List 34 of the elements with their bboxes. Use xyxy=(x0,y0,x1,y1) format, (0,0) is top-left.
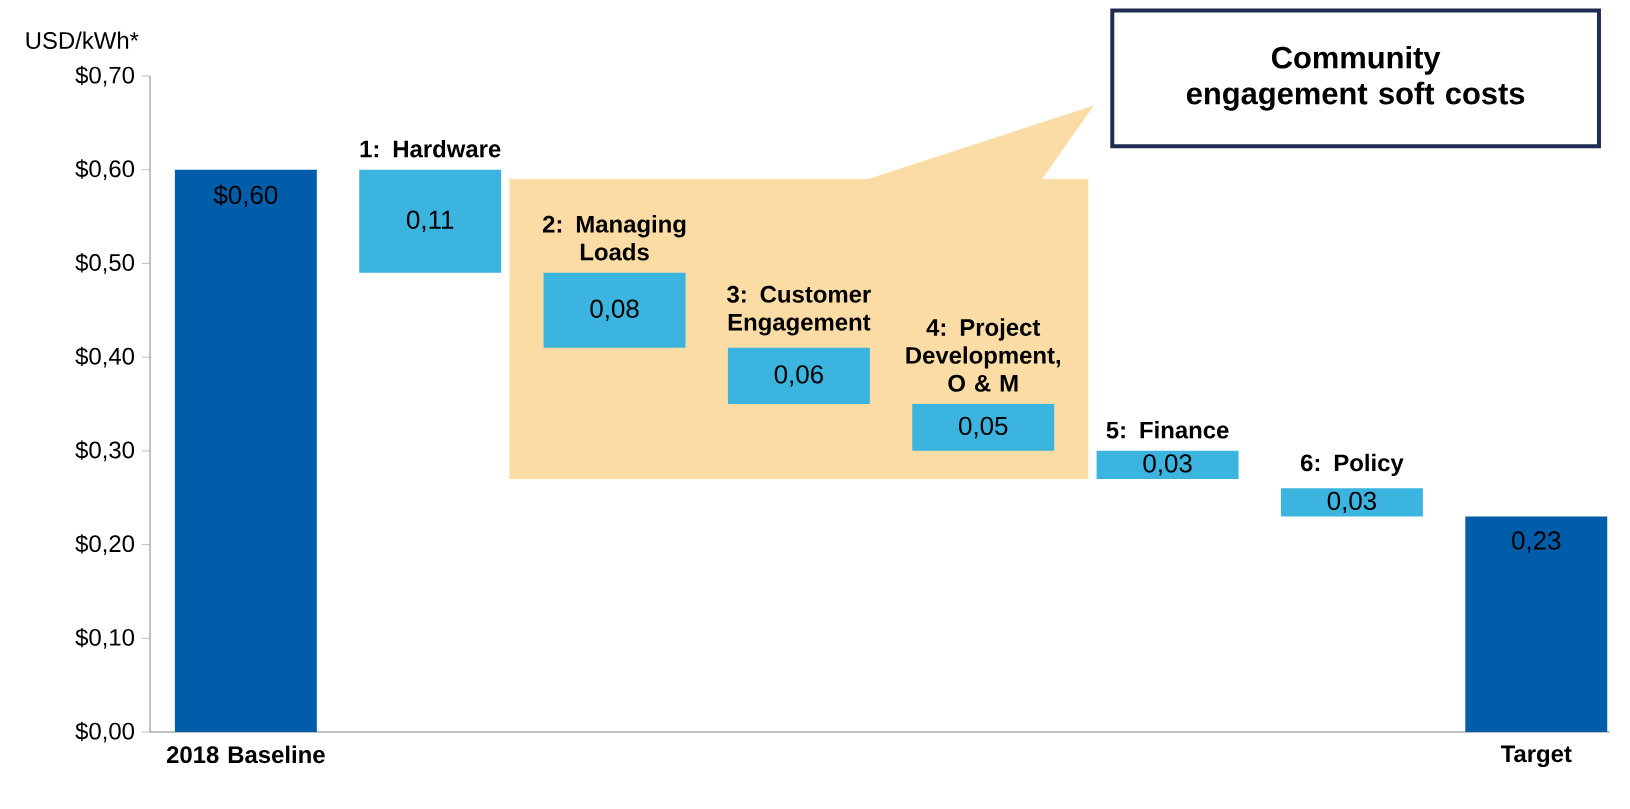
x-tick-label: 3: Customer Engagement xyxy=(727,285,871,336)
bar xyxy=(543,272,686,348)
y-tick-label: $0,40 xyxy=(75,346,135,368)
y-tick-label: $0,20 xyxy=(75,534,135,555)
x-tick-label: Target xyxy=(1500,745,1572,768)
x-tick-label: 4: Project Development, O & M xyxy=(906,318,1061,392)
y-tick-label: $0,50 xyxy=(75,253,135,274)
bar xyxy=(1096,450,1239,479)
bar xyxy=(359,169,502,273)
annotation: Community engagement soft costs xyxy=(1186,45,1525,111)
y-axis-title: USD/kWh* xyxy=(26,31,139,49)
data-label: 0,23 xyxy=(1512,531,1561,553)
y-tick-label: $0,60 xyxy=(75,159,135,181)
x-tick-label: 2: Managing Loads xyxy=(543,215,686,261)
data-label: 0,11 xyxy=(406,210,454,232)
data-label: 0,05 xyxy=(959,416,1008,439)
data-label: $0,60 xyxy=(213,184,278,208)
bar xyxy=(1465,516,1608,732)
x-tick-label: 6: Policy xyxy=(1300,453,1404,477)
bar xyxy=(727,347,870,404)
y-tick-label: $0,10 xyxy=(75,627,135,649)
bar xyxy=(1280,488,1423,517)
y-tick-label: $0,30 xyxy=(75,440,135,462)
data-label: 0,03 xyxy=(1143,454,1192,476)
bar xyxy=(912,404,1055,451)
data-label: 0,06 xyxy=(774,365,823,387)
y-tick-label: $0,00 xyxy=(75,721,135,743)
data-label: 0,08 xyxy=(590,299,639,321)
x-tick-label: 5: Finance xyxy=(1106,421,1229,439)
bar xyxy=(174,169,317,732)
data-label: 0,03 xyxy=(1327,491,1377,514)
y-tick-label: $0,70 xyxy=(75,65,135,87)
x-tick-label: 2018 Baseline xyxy=(166,745,325,764)
x-tick-label: 1: Hardware xyxy=(360,139,501,158)
